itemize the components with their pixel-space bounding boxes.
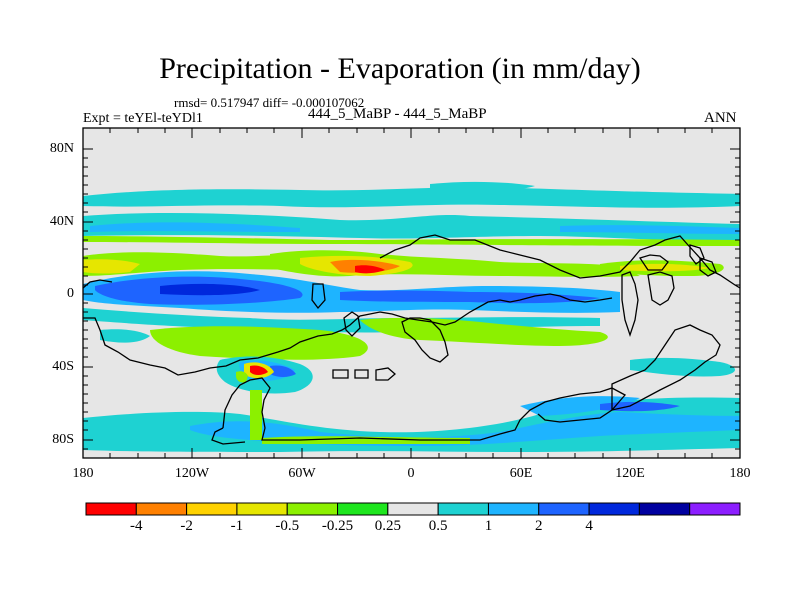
lon-tick-label: 180 [72, 466, 94, 481]
case-label: 444_5_MaBP - 444_5_MaBP [308, 106, 487, 122]
colorbar-boxes [85, 502, 741, 516]
colorbar-label: 0.25 [374, 518, 401, 534]
colorbar-box [538, 502, 590, 516]
axis-ticks [83, 128, 740, 458]
colorbar-label: -0.5 [275, 518, 300, 534]
colorbar-box [638, 502, 691, 516]
lon-tick-label: 60E [509, 466, 533, 481]
lat-tick-label: 80N [49, 141, 74, 156]
season-label: ANN [704, 110, 737, 126]
colorbar-box [588, 502, 640, 516]
colorbar-label: -2 [180, 518, 193, 534]
lon-tick-label: 180 [729, 466, 751, 481]
colorbar-box [387, 502, 439, 516]
colorbar-label: 1 [484, 518, 493, 534]
lat-tick-label: 80S [52, 432, 74, 447]
colorbar-box [135, 502, 188, 516]
colorbar-box [337, 502, 389, 516]
lon-tick-label: 0 [407, 466, 415, 481]
colorbar-box [236, 502, 288, 516]
colorbar-box [186, 502, 238, 516]
colorbar-label: 2 [535, 518, 543, 534]
lat-tick-label: 40S [52, 359, 74, 374]
stats-line: rmsd= 0.517947 diff= -0.000107062 [174, 95, 365, 110]
lat-tick-label: 40N [49, 214, 74, 229]
colorbar-box [437, 502, 489, 516]
colorbar-label: 4 [585, 518, 593, 534]
colorbar-label: 0.5 [428, 518, 448, 534]
colorbar-label: -4 [130, 518, 143, 534]
coastlines [82, 234, 741, 445]
colorbar-label: -1 [230, 518, 244, 534]
colorbar-box [487, 502, 540, 516]
colorbar-box [85, 502, 137, 516]
lat-tick-label: 0 [67, 286, 74, 301]
plot-title: Precipitation - Evaporation (in mm/day) [159, 52, 641, 85]
lon-tick-label: 120W [174, 466, 210, 481]
colorbar-label: -0.25 [321, 518, 354, 534]
lon-tick-label: 120E [615, 466, 645, 481]
contour-field [83, 181, 740, 452]
lon-tick-label: 60W [288, 466, 316, 481]
colorbar-box [286, 502, 339, 516]
colorbar-box [689, 502, 741, 516]
experiment-label: Expt = teYEl-teYDl1 [83, 111, 203, 126]
